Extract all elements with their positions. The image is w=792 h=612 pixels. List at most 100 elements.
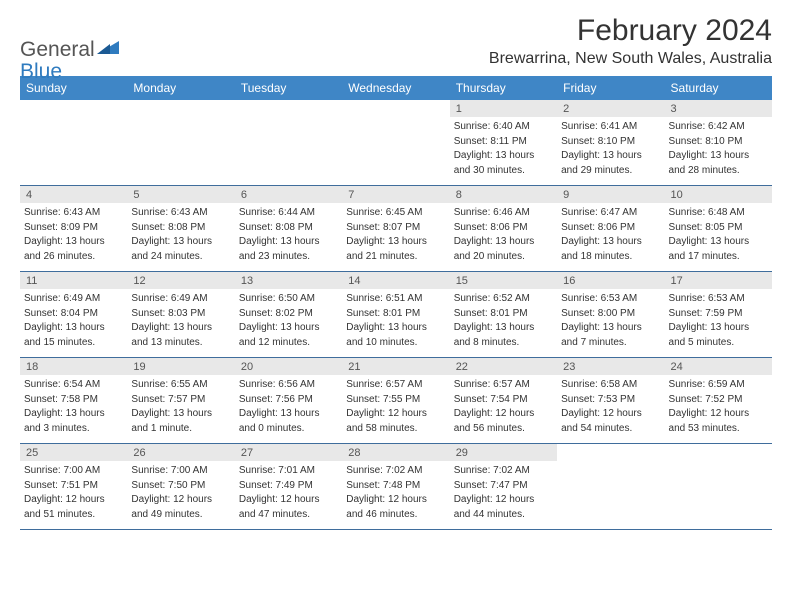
- day-daylight2: and 20 minutes.: [454, 250, 553, 264]
- day-daylight2: and 51 minutes.: [24, 508, 123, 522]
- day-sunset: Sunset: 8:04 PM: [24, 307, 123, 321]
- day-sunset: Sunset: 7:54 PM: [454, 393, 553, 407]
- week-row: 4Sunrise: 6:43 AMSunset: 8:09 PMDaylight…: [20, 186, 772, 272]
- day-daylight1: Daylight: 13 hours: [24, 321, 123, 335]
- calendar-grid: 1 Sunrise: 6:40 AMSunset: 8:11 PMDaylight…: [20, 100, 772, 530]
- day-daylight1: Daylight: 13 hours: [131, 321, 230, 335]
- week-row: 25Sunrise: 7:00 AMSunset: 7:51 PMDayligh…: [20, 444, 772, 530]
- day-daylight2: and 23 minutes.: [239, 250, 338, 264]
- day-number: 14: [342, 272, 449, 289]
- day-sunset: Sunset: 7:47 PM: [454, 479, 553, 493]
- page-title: February 2024: [489, 14, 772, 48]
- day-daylight1: Daylight: 13 hours: [669, 149, 768, 163]
- day-info: Sunrise: 6:56 AMSunset: 7:56 PMDaylight:…: [239, 378, 338, 435]
- day-sunset: Sunset: 8:11 PM: [454, 135, 553, 149]
- day-daylight2: and 17 minutes.: [669, 250, 768, 264]
- day-info: Sunrise: 6:48 AMSunset: 8:05 PMDaylight:…: [669, 206, 768, 263]
- day-sunset: Sunset: 7:56 PM: [239, 393, 338, 407]
- day-info: Sunrise: 7:02 AMSunset: 7:47 PMDaylight:…: [454, 464, 553, 521]
- day-info: Sunrise: 6:40 AMSunset: 8:11 PMDaylight:…: [454, 120, 553, 177]
- day-cell: 9Sunrise: 6:47 AMSunset: 8:06 PMDaylight…: [557, 186, 664, 271]
- day-daylight1: Daylight: 13 hours: [239, 235, 338, 249]
- day-daylight1: Daylight: 13 hours: [454, 321, 553, 335]
- day-sunrise: Sunrise: 6:57 AM: [346, 378, 445, 392]
- day-number: 5: [127, 186, 234, 203]
- day-header-wednesday: Wednesday: [342, 81, 449, 95]
- day-number: 19: [127, 358, 234, 375]
- day-daylight1: Daylight: 13 hours: [561, 321, 660, 335]
- day-number: 27: [235, 444, 342, 461]
- day-number: 8: [450, 186, 557, 203]
- day-sunrise: Sunrise: 6:56 AM: [239, 378, 338, 392]
- day-sunrise: Sunrise: 7:01 AM: [239, 464, 338, 478]
- day-number: 29: [450, 444, 557, 461]
- day-info: Sunrise: 6:41 AMSunset: 8:10 PMDaylight:…: [561, 120, 660, 177]
- day-daylight1: Daylight: 13 hours: [561, 149, 660, 163]
- day-sunset: Sunset: 7:57 PM: [131, 393, 230, 407]
- day-cell: 4Sunrise: 6:43 AMSunset: 8:09 PMDaylight…: [20, 186, 127, 271]
- day-sunset: Sunset: 8:02 PM: [239, 307, 338, 321]
- day-info: Sunrise: 7:00 AMSunset: 7:50 PMDaylight:…: [131, 464, 230, 521]
- day-daylight2: and 8 minutes.: [454, 336, 553, 350]
- day-sunrise: Sunrise: 7:02 AM: [346, 464, 445, 478]
- day-daylight1: Daylight: 13 hours: [561, 235, 660, 249]
- day-cell: 17Sunrise: 6:53 AMSunset: 7:59 PMDayligh…: [665, 272, 772, 357]
- day-info: Sunrise: 6:44 AMSunset: 8:08 PMDaylight:…: [239, 206, 338, 263]
- day-info: Sunrise: 6:57 AMSunset: 7:55 PMDaylight:…: [346, 378, 445, 435]
- logo-stack: General Blue: [20, 28, 119, 84]
- day-info: Sunrise: 6:54 AMSunset: 7:58 PMDaylight:…: [24, 378, 123, 435]
- day-sunrise: Sunrise: 6:43 AM: [131, 206, 230, 220]
- day-sunrise: Sunrise: 6:43 AM: [24, 206, 123, 220]
- day-sunrise: Sunrise: 6:54 AM: [24, 378, 123, 392]
- day-daylight2: and 5 minutes.: [669, 336, 768, 350]
- day-sunrise: Sunrise: 6:52 AM: [454, 292, 553, 306]
- day-number: 11: [20, 272, 127, 289]
- day-number: 28: [342, 444, 449, 461]
- day-daylight1: Daylight: 13 hours: [24, 407, 123, 421]
- day-daylight2: and 49 minutes.: [131, 508, 230, 522]
- logo-text-general2: General: [20, 38, 95, 62]
- day-sunrise: Sunrise: 6:49 AM: [24, 292, 123, 306]
- day-cell: 1 Sunrise: 6:40 AMSunset: 8:11 PMDaylight…: [450, 100, 557, 185]
- day-sunset: Sunset: 8:08 PM: [239, 221, 338, 235]
- day-daylight2: and 28 minutes.: [669, 164, 768, 178]
- day-daylight2: and 21 minutes.: [346, 250, 445, 264]
- day-daylight1: Daylight: 12 hours: [24, 493, 123, 507]
- day-info: Sunrise: 6:58 AMSunset: 7:53 PMDaylight:…: [561, 378, 660, 435]
- day-sunset: Sunset: 8:07 PM: [346, 221, 445, 235]
- day-cell: [235, 100, 342, 185]
- day-daylight2: and 58 minutes.: [346, 422, 445, 436]
- day-cell: 19Sunrise: 6:55 AMSunset: 7:57 PMDayligh…: [127, 358, 234, 443]
- day-cell: 22Sunrise: 6:57 AMSunset: 7:54 PMDayligh…: [450, 358, 557, 443]
- day-cell: 23Sunrise: 6:58 AMSunset: 7:53 PMDayligh…: [557, 358, 664, 443]
- day-info: Sunrise: 6:49 AMSunset: 8:04 PMDaylight:…: [24, 292, 123, 349]
- day-sunrise: Sunrise: 6:58 AM: [561, 378, 660, 392]
- day-sunrise: Sunrise: 6:53 AM: [561, 292, 660, 306]
- day-daylight2: and 15 minutes.: [24, 336, 123, 350]
- day-daylight2: and 13 minutes.: [131, 336, 230, 350]
- day-cell: 2Sunrise: 6:41 AMSunset: 8:10 PMDaylight…: [557, 100, 664, 185]
- day-sunrise: Sunrise: 6:50 AM: [239, 292, 338, 306]
- day-sunset: Sunset: 7:50 PM: [131, 479, 230, 493]
- day-info: Sunrise: 6:43 AMSunset: 8:08 PMDaylight:…: [131, 206, 230, 263]
- day-sunset: Sunset: 7:55 PM: [346, 393, 445, 407]
- day-cell: 11 Sunrise: 6:49 AMSunset: 8:04 PMDayligh…: [20, 272, 127, 357]
- day-daylight1: Daylight: 13 hours: [131, 407, 230, 421]
- day-sunrise: Sunrise: 6:49 AM: [131, 292, 230, 306]
- week-row: 11Sunrise: 6:49 AMSunset: 8:04 PMDayligh…: [20, 272, 772, 358]
- day-sunrise: Sunrise: 6:41 AM: [561, 120, 660, 134]
- day-number: 10: [665, 186, 772, 203]
- day-sunset: Sunset: 8:08 PM: [131, 221, 230, 235]
- day-sunrise: Sunrise: 6:57 AM: [454, 378, 553, 392]
- day-cell: [127, 100, 234, 185]
- day-daylight2: and 44 minutes.: [454, 508, 553, 522]
- day-sunset: Sunset: 7:53 PM: [561, 393, 660, 407]
- day-daylight1: Daylight: 13 hours: [239, 321, 338, 335]
- day-info: Sunrise: 6:52 AMSunset: 8:01 PMDaylight:…: [454, 292, 553, 349]
- day-number: 1: [450, 100, 557, 117]
- day-daylight2: and 53 minutes.: [669, 422, 768, 436]
- day-info: Sunrise: 6:49 AMSunset: 8:03 PMDaylight:…: [131, 292, 230, 349]
- day-daylight2: and 54 minutes.: [561, 422, 660, 436]
- day-number: 16: [557, 272, 664, 289]
- day-daylight1: Daylight: 13 hours: [346, 321, 445, 335]
